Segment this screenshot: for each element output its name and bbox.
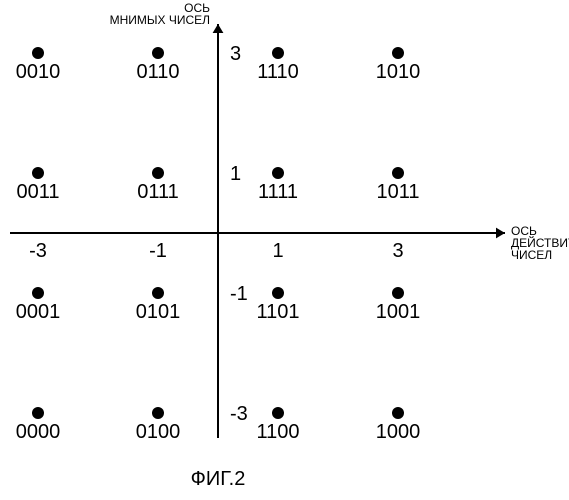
constellation-point <box>272 407 284 419</box>
point-code: 0001 <box>16 301 61 323</box>
constellation-point <box>392 407 404 419</box>
y-axis-label-l2: МНИМЫХ ЧИСЕЛ <box>110 13 210 27</box>
constellation-point <box>272 47 284 59</box>
point-code: 1111 <box>258 181 298 203</box>
point-code: 1000 <box>376 421 421 443</box>
y-tick-label: 1 <box>230 163 241 185</box>
x-tick-label: -3 <box>29 240 47 262</box>
constellation-point <box>32 167 44 179</box>
point-code: 1100 <box>256 421 299 443</box>
constellation-diagram: ОСЬ МНИМЫХ ЧИСЕЛ ОСЬ ДЕЙСТВИТЕЛЬНЫХ ЧИСЕ… <box>0 0 569 500</box>
x-tick-labels: -3 -1 1 3 <box>29 240 403 262</box>
point-code: 0000 <box>16 421 61 443</box>
constellation-point <box>152 47 164 59</box>
point-code: 1001 <box>376 301 421 323</box>
x-tick-label: 3 <box>392 240 403 262</box>
y-tick-label: -1 <box>230 283 248 305</box>
point-code: 0111 <box>137 181 179 203</box>
point-code: 1010 <box>376 61 421 83</box>
point-code: 0011 <box>16 181 59 203</box>
point-code: 1110 <box>257 61 299 83</box>
constellation-point <box>152 287 164 299</box>
point-code: 0100 <box>136 421 181 443</box>
constellation-point <box>32 47 44 59</box>
constellation-point <box>392 287 404 299</box>
point-code: 1101 <box>256 301 299 323</box>
constellation-point <box>152 407 164 419</box>
constellation-point <box>272 287 284 299</box>
figure-label: ФИГ.2 <box>191 468 246 490</box>
y-tick-label: -3 <box>230 403 248 425</box>
y-axis-arrow <box>213 24 224 33</box>
point-code: 1011 <box>376 181 419 203</box>
constellation-point <box>392 47 404 59</box>
x-axis-arrow <box>496 228 505 239</box>
point-code: 0010 <box>16 61 61 83</box>
constellation-point <box>272 167 284 179</box>
constellation-point <box>392 167 404 179</box>
x-tick-label: 1 <box>272 240 283 262</box>
point-code: 0110 <box>136 61 179 83</box>
constellation-point <box>152 167 164 179</box>
constellation-point <box>32 407 44 419</box>
point-code: 0101 <box>136 301 181 323</box>
y-tick-label: 3 <box>230 43 241 65</box>
x-axis-label-l3: ЧИСЕЛ <box>511 248 552 262</box>
x-tick-label: -1 <box>149 240 167 262</box>
constellation-point <box>32 287 44 299</box>
